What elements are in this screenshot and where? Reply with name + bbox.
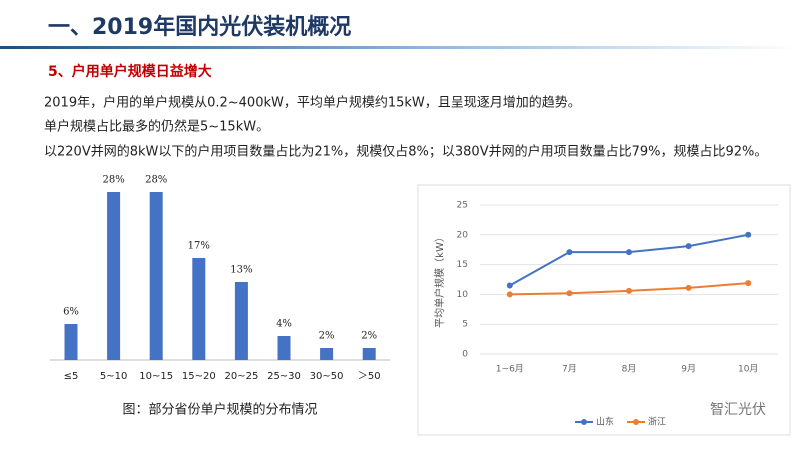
x-tick-label: 15~20 — [182, 371, 216, 382]
point — [506, 282, 513, 289]
x-tick-label: 10月 — [738, 364, 758, 375]
x-tick-label: 1~6月 — [496, 364, 524, 375]
subtitle: 5、户用单户规模日益增大 — [48, 63, 212, 80]
data-label: 2% — [361, 331, 377, 342]
data-label: 6% — [63, 307, 79, 318]
bar — [277, 336, 291, 360]
y-tick-label: 20 — [457, 230, 469, 240]
point — [745, 231, 752, 238]
data-label: 17% — [188, 241, 210, 252]
x-tick-label: ≤5 — [64, 371, 79, 382]
body-line: 2019年，户用的单户规模从0.2~400kW，平均单户规模约15kW，且呈现逐… — [44, 95, 581, 111]
bar — [149, 192, 163, 360]
point — [685, 243, 692, 250]
chart-frame — [417, 184, 791, 436]
legend-marker — [633, 419, 639, 425]
bar — [107, 192, 121, 360]
y-tick-label: 15 — [457, 260, 468, 270]
point — [506, 291, 513, 298]
x-tick-label: 7月 — [562, 364, 577, 375]
title-rule — [0, 46, 800, 49]
x-tick-label: 8月 — [622, 364, 637, 375]
data-label: 28% — [102, 175, 124, 186]
y-tick-label: 10 — [457, 290, 469, 300]
series-line — [509, 233, 749, 287]
x-tick-label: ＞50 — [358, 371, 381, 382]
data-label: 28% — [145, 175, 167, 186]
bar — [192, 258, 206, 360]
data-label: 4% — [276, 319, 292, 330]
y-tick-label: 5 — [462, 320, 468, 330]
data-label: 13% — [230, 265, 252, 276]
point — [566, 249, 573, 256]
legend-label: 山东 — [596, 416, 614, 428]
point — [685, 284, 692, 291]
y-tick-label: 0 — [462, 350, 468, 360]
x-tick-label: 25~30 — [267, 371, 301, 382]
chart-caption: 图：部分省份单户规模的分布情况 — [122, 402, 317, 418]
x-tick-label: 10~15 — [139, 371, 173, 382]
bar — [234, 282, 248, 360]
data-label: 2% — [319, 331, 335, 342]
bar — [64, 324, 78, 360]
point — [626, 287, 632, 294]
x-tick-label: 20~25 — [224, 371, 258, 382]
y-tick-label: 25 — [457, 201, 468, 211]
slide-title: 一、2019年国内光伏装机概况 — [48, 14, 351, 40]
x-tick-label: 30~50 — [310, 371, 344, 382]
legend-marker — [581, 419, 587, 425]
watermark: 智汇光伏 — [710, 402, 766, 418]
point — [566, 290, 573, 297]
bar — [320, 348, 334, 360]
legend-label: 浙江 — [648, 416, 666, 428]
x-tick-label: 5~10 — [100, 371, 127, 382]
point — [626, 249, 632, 256]
y-axis-label: 平均单户规模（kW） — [433, 232, 446, 328]
point — [745, 280, 752, 287]
body-line: 单户规模占比最多的仍然是5~15kW。 — [44, 119, 269, 135]
x-tick-label: 9月 — [681, 364, 696, 375]
body-line: 以220V并网的8kW以下的户用项目数量占比为21%，规模仅占8%；以380V并… — [44, 144, 767, 160]
bar — [362, 348, 376, 360]
